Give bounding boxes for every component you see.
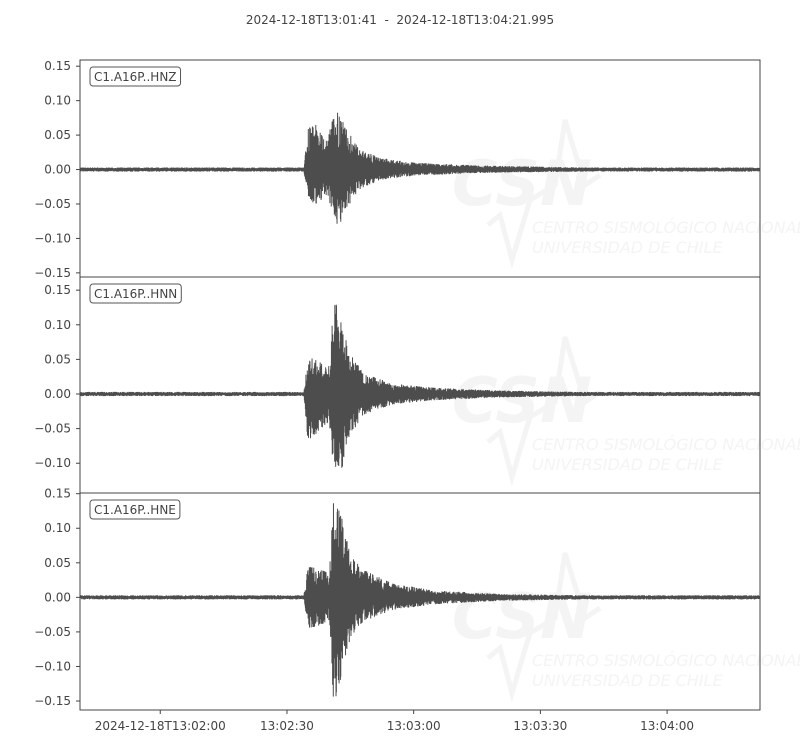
y-tick: −0.15 xyxy=(34,266,80,280)
y-tick: −0.15 xyxy=(34,694,80,708)
y-tick: 0.05 xyxy=(44,556,80,570)
y-tick-label: 0.10 xyxy=(44,318,71,332)
y-tick: −0.10 xyxy=(34,456,80,470)
trace-label: C1.A16P..HNZ xyxy=(89,66,182,87)
y-tick: 0.05 xyxy=(44,352,80,366)
y-tick: 0.10 xyxy=(44,521,80,535)
watermark-line2: UNIVERSIDAD DE CHILE xyxy=(532,671,723,690)
y-tick-label: 0.05 xyxy=(44,128,71,142)
watermark-wave-icon xyxy=(486,336,602,487)
watermark-line1: CENTRO SISMOLÓGICO NACIONAL xyxy=(532,218,800,237)
watermark-line1: CENTRO SISMOLÓGICO NACIONAL xyxy=(532,435,800,454)
x-tick: 13:04:00 xyxy=(640,710,694,733)
y-tick: 0.15 xyxy=(44,487,80,501)
y-tick-label: 0.15 xyxy=(44,487,71,501)
trace-label-box xyxy=(89,66,182,87)
y-tick: −0.10 xyxy=(34,231,80,245)
y-tick: 0.05 xyxy=(44,128,80,142)
waveform-trace xyxy=(79,503,761,697)
watermark-wave-icon xyxy=(486,552,602,703)
x-tick-label: 13:03:00 xyxy=(387,719,441,733)
x-tick-label: 13:03:30 xyxy=(513,719,567,733)
x-tick-label: 13:04:00 xyxy=(640,719,694,733)
watermark-logo-text: CSN xyxy=(452,364,592,437)
watermark-logo-text: CSN xyxy=(452,147,592,220)
y-tick: 0.10 xyxy=(44,94,80,108)
x-tick: 13:02:30 xyxy=(260,710,314,733)
y-tick-label: 0.00 xyxy=(44,387,71,401)
y-tick-label: −0.10 xyxy=(34,659,71,673)
y-tick: −0.05 xyxy=(34,197,80,211)
y-tick-label: −0.05 xyxy=(34,197,71,211)
y-tick-label: −0.05 xyxy=(34,625,71,639)
trace-label-text: C1.A16P..HNZ xyxy=(94,70,177,84)
trace-label-box xyxy=(89,283,182,304)
y-tick-label: −0.10 xyxy=(34,231,71,245)
watermark-line2: UNIVERSIDAD DE CHILE xyxy=(532,238,723,257)
trace-label: C1.A16P..HNN xyxy=(89,283,182,304)
y-tick-label: −0.15 xyxy=(34,694,71,708)
trace-label: C1.A16P..HNE xyxy=(89,499,181,520)
y-tick-label: 0.15 xyxy=(44,283,71,297)
trace-label-text: C1.A16P..HNE xyxy=(94,503,176,517)
y-tick: 0.10 xyxy=(44,318,80,332)
y-tick-label: 0.05 xyxy=(44,556,71,570)
y-tick-label: 0.00 xyxy=(44,590,71,604)
y-tick-label: −0.10 xyxy=(34,456,71,470)
x-tick-label: 13:02:30 xyxy=(260,719,314,733)
y-tick-label: −0.05 xyxy=(34,422,71,436)
watermark-logo-text: CSN xyxy=(452,580,592,653)
watermark-wave-icon xyxy=(486,119,602,270)
watermark-line2: UNIVERSIDAD DE CHILE xyxy=(532,455,723,474)
x-tick: 13:03:30 xyxy=(513,710,567,733)
y-tick: 0.00 xyxy=(44,590,80,604)
axes-frame xyxy=(79,492,761,711)
watermark-line1: CENTRO SISMOLÓGICO NACIONAL xyxy=(532,651,800,670)
y-tick: 0.00 xyxy=(44,163,80,177)
y-tick: −0.05 xyxy=(34,422,80,436)
y-tick-label: 0.05 xyxy=(44,352,71,366)
waveform-trace xyxy=(79,304,761,468)
x-tick: 2024-12-18T13:02:00 xyxy=(95,710,226,733)
y-tick-label: 0.00 xyxy=(44,163,71,177)
waveform-trace xyxy=(79,112,761,224)
y-tick-label: 0.15 xyxy=(44,59,71,73)
y-tick: 0.15 xyxy=(44,59,80,73)
y-tick-label: 0.10 xyxy=(44,94,71,108)
y-tick-label: −0.15 xyxy=(34,266,71,280)
y-tick-label: 0.10 xyxy=(44,521,71,535)
plot-title: 2024-12-18T13:01:41 - 2024-12-18T13:04:2… xyxy=(245,13,555,27)
trace-label-box xyxy=(89,499,181,520)
y-tick: −0.05 xyxy=(34,625,80,639)
y-tick: 0.00 xyxy=(44,387,80,401)
y-tick: 0.15 xyxy=(44,283,80,297)
x-tick-label: 2024-12-18T13:02:00 xyxy=(95,719,226,733)
y-tick: −0.10 xyxy=(34,659,80,673)
x-tick: 13:03:00 xyxy=(387,710,441,733)
trace-label-text: C1.A16P..HNN xyxy=(94,287,177,301)
